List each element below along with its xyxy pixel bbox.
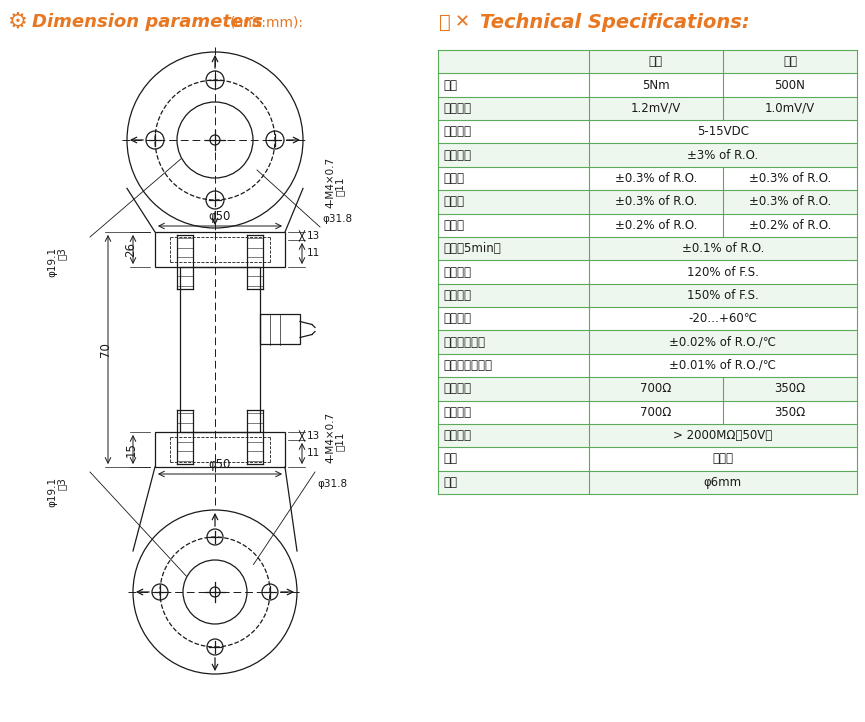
Text: 激励电压: 激励电压 [443,126,471,139]
Text: 压力: 压力 [783,55,797,68]
Bar [180,267,260,432]
Text: 11: 11 [307,248,320,258]
Text: 材质: 材质 [443,453,457,466]
Text: ±0.2% of R.O.: ±0.2% of R.O. [749,219,831,232]
Text: 1.2mV/V: 1.2mV/V [631,102,681,115]
Text: 深3: 深3 [57,247,67,260]
Text: 500N: 500N [774,79,805,92]
Text: ✕: ✕ [454,13,470,31]
Text: 150% of F.S.: 150% of F.S. [687,289,759,302]
Text: 绶缘阻抗: 绶缘阻抗 [443,429,471,442]
Bar [438,190,857,214]
Text: 70: 70 [99,342,112,357]
Bar [155,432,285,467]
Text: 4-M4×0.7: 4-M4×0.7 [325,157,335,208]
Text: 700Ω: 700Ω [640,383,671,396]
Text: 额定输出: 额定输出 [443,102,471,115]
Text: 输入阻抗: 输入阻抗 [443,383,471,396]
Bar [438,261,857,284]
Text: ±0.3% of R.O.: ±0.3% of R.O. [615,196,697,209]
Bar [260,315,300,344]
Bar [438,447,857,471]
Text: 350Ω: 350Ω [774,406,805,419]
Bar [438,401,857,424]
Text: 13: 13 [307,431,320,441]
Text: φ19.1: φ19.1 [47,247,57,277]
Text: ±0.3% of R.O.: ±0.3% of R.O. [615,172,697,185]
Text: 灵敏度温度漂移: 灵敏度温度漂移 [443,359,492,372]
Text: 深11: 深11 [335,177,345,196]
Text: ±0.3% of R.O.: ±0.3% of R.O. [749,172,831,185]
Bar [155,232,285,267]
Text: 极限过载: 极限过载 [443,289,471,302]
Text: Dimension parameters: Dimension parameters [32,13,263,31]
Text: φ31.8: φ31.8 [317,479,347,489]
Text: 15: 15 [125,442,138,457]
Text: 1.0mV/V: 1.0mV/V [765,102,815,115]
Bar [438,97,857,120]
Text: φ6mm: φ6mm [704,476,742,489]
Text: 输出阻抗: 输出阻抗 [443,406,471,419]
Text: 4-M4×0.7: 4-M4×0.7 [325,412,335,463]
Text: φ50: φ50 [208,210,231,223]
Bar [438,50,857,74]
Bar [438,471,857,494]
Text: 350Ω: 350Ω [774,383,805,396]
Text: ±3% of R.O.: ±3% of R.O. [688,149,759,162]
Text: 26: 26 [125,242,138,257]
Text: ±0.1% of R.O.: ±0.1% of R.O. [682,242,764,255]
Text: 滞后性: 滞后性 [443,196,464,209]
Text: ⚙: ⚙ [8,12,28,32]
Bar [438,214,857,237]
Text: ±0.3% of R.O.: ±0.3% of R.O. [749,196,831,209]
Bar [438,354,857,377]
Text: 蚀变（5min）: 蚀变（5min） [443,242,501,255]
Bar [438,284,857,307]
Text: φ19.1: φ19.1 [47,477,57,507]
Text: 铝合金: 铝合金 [713,453,734,466]
Text: φ31.8: φ31.8 [322,214,352,224]
Text: 安全过载: 安全过载 [443,266,471,279]
Text: 深3: 深3 [57,477,67,490]
Text: 13: 13 [307,231,320,241]
Text: 线径: 线径 [443,476,457,489]
Bar [438,377,857,401]
Bar [438,424,857,447]
Text: (unit:mm):: (unit:mm): [230,15,304,29]
Text: ±0.01% of R.O./℃: ±0.01% of R.O./℃ [670,359,777,372]
Text: 重复性: 重复性 [443,219,464,232]
Text: ±0.02% of R.O./℃: ±0.02% of R.O./℃ [670,336,777,349]
Text: φ50: φ50 [208,458,231,471]
Bar [438,237,857,261]
Text: > 2000MΩ（50V）: > 2000MΩ（50V） [673,429,772,442]
Text: 11: 11 [307,448,320,458]
Text: 零点温度漂移: 零点温度漂移 [443,336,485,349]
Bar [438,167,857,190]
Text: 5-15VDC: 5-15VDC [697,126,749,139]
Text: 🔧: 🔧 [439,12,451,32]
Text: 工作温度: 工作温度 [443,312,471,325]
Bar [438,120,857,144]
Text: 120% of F.S.: 120% of F.S. [687,266,759,279]
Bar [438,74,857,97]
Bar [438,307,857,331]
Text: 5Nm: 5Nm [642,79,670,92]
Text: ±0.2% of R.O.: ±0.2% of R.O. [615,219,697,232]
Text: Technical Specifications:: Technical Specifications: [480,12,750,32]
Text: -20…+60℃: -20…+60℃ [689,312,758,325]
Text: 零点输出: 零点输出 [443,149,471,162]
Bar [438,144,857,167]
Text: 700Ω: 700Ω [640,406,671,419]
Text: 扇力: 扇力 [649,55,663,68]
Text: 非线性: 非线性 [443,172,464,185]
Bar [438,331,857,354]
Text: 深11: 深11 [335,432,345,451]
Text: 量程: 量程 [443,79,457,92]
